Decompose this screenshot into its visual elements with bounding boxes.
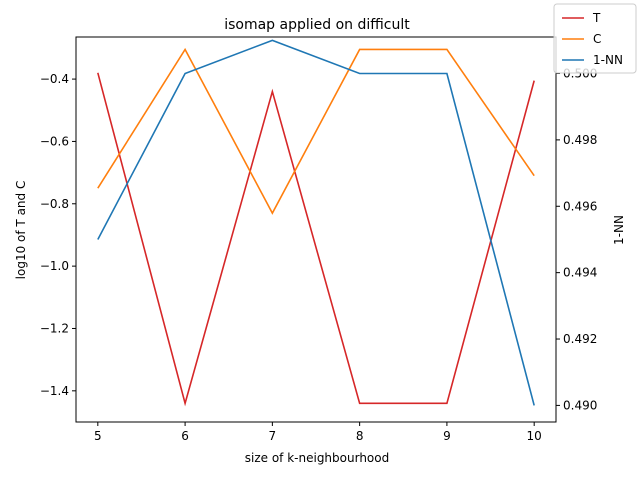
x-tick-label: 6 <box>181 429 189 443</box>
x-tick-label: 8 <box>356 429 364 443</box>
y-right-tick-label: 0.498 <box>563 133 597 147</box>
y-left-tick-label: −1.2 <box>40 321 69 335</box>
y-left-tick-label: −1.0 <box>40 259 69 273</box>
x-tick-label: 10 <box>527 429 542 443</box>
x-tick-label: 5 <box>94 429 102 443</box>
legend: TC 1-NN <box>553 3 637 74</box>
legend-label: 1-NN <box>593 53 623 67</box>
plot-frame <box>75 36 557 423</box>
x-axis: 5 6 7 8 9 10 <box>94 422 542 443</box>
y-left-tick-label: −0.8 <box>40 197 69 211</box>
y-axis-left: −1.4 −1.2 −1.0 −0.8 −0.6 −0.4 <box>40 72 76 398</box>
y-axis-left-label: log10 of T and C <box>14 181 28 280</box>
x-tick-label: 7 <box>269 429 277 443</box>
series-line-t <box>97 72 535 407</box>
y-right-tick-label: 0.490 <box>563 398 597 412</box>
chart-title: isomap applied on difficult <box>224 17 410 33</box>
x-axis-label: size of k-neighbourhood <box>245 451 389 465</box>
legend-label: C <box>593 32 601 46</box>
series-line-1-nn <box>97 39 535 406</box>
legend-label: T <box>592 11 601 25</box>
y-right-tick-label: 0.494 <box>563 266 597 280</box>
x-tick-label: 9 <box>443 429 451 443</box>
legend-box <box>553 3 637 74</box>
y-right-tick-label: 0.492 <box>563 332 597 346</box>
y-left-tick-label: −0.4 <box>40 72 69 86</box>
y-axis-right-label: 1-NN <box>612 215 626 245</box>
y-left-tick-label: −0.6 <box>40 134 69 148</box>
y-left-tick-label: −1.4 <box>40 384 69 398</box>
series-line-c <box>97 47 535 215</box>
y-right-tick-label: 0.496 <box>563 199 597 213</box>
series-layer <box>97 39 535 407</box>
